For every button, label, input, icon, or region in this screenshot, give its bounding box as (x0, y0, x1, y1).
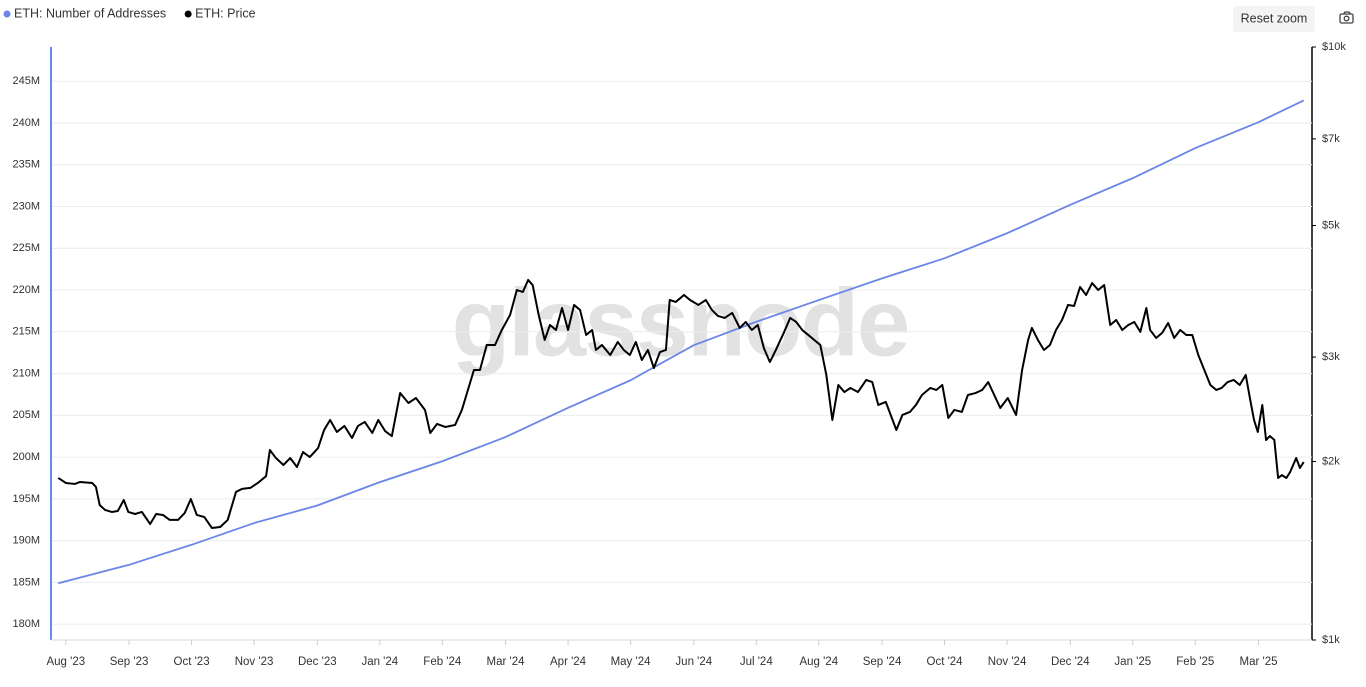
legend-label: ETH: Price (195, 6, 255, 20)
y2-tick-label: $3k (1322, 351, 1340, 363)
y-tick-label: 195M (12, 493, 40, 505)
x-tick-label: Sep '24 (863, 656, 902, 668)
watermark: glassnode (452, 269, 909, 376)
legend-label: ETH: Number of Addresses (14, 6, 166, 20)
y-tick-label: 215M (12, 326, 40, 338)
y-tick-label: 225M (12, 242, 40, 254)
y-tick-label: 205M (12, 409, 40, 421)
x-tick-label: Nov '24 (988, 656, 1027, 668)
y-tick-label: 180M (12, 618, 40, 630)
x-tick-label: Feb '24 (423, 656, 462, 668)
y-tick-label: 245M (12, 75, 40, 87)
y-tick-label: 185M (12, 576, 40, 588)
legend-marker (184, 10, 192, 18)
y-tick-label: 240M (12, 117, 40, 129)
x-tick-label: Dec '23 (298, 656, 337, 668)
x-tick-label: Aug '24 (799, 656, 838, 668)
x-tick-label: Apr '24 (550, 656, 587, 668)
x-tick-label: Jan '25 (1114, 656, 1151, 668)
x-tick-label: Sep '23 (110, 656, 149, 668)
y2-tick-label: $1k (1322, 634, 1340, 646)
x-tick-label: Oct '23 (174, 656, 210, 668)
x-tick-label: May '24 (611, 656, 652, 668)
x-tick-label: Mar '25 (1240, 656, 1278, 668)
x-tick-label: Jan '24 (361, 656, 398, 668)
legend: ETH: Number of Addresses ETH: Price (3, 6, 256, 20)
reset-zoom-button[interactable] (1233, 6, 1315, 32)
x-tick-label: Mar '24 (487, 656, 526, 668)
x-tick-label: Nov '23 (235, 656, 274, 668)
y-tick-label: 230M (12, 200, 40, 212)
x-tick-label: Dec '24 (1051, 656, 1090, 668)
x-tick-label: Aug '23 (46, 656, 85, 668)
y-tick-label: 200M (12, 451, 40, 463)
series-line (58, 99, 1305, 585)
series-line (57, 278, 1305, 529)
y-tick-label: 220M (12, 284, 40, 296)
y2-tick-label: $7k (1322, 133, 1340, 145)
x-tick-label: Jul '24 (740, 656, 773, 668)
y2-tick-label: $10k (1322, 41, 1346, 53)
y-tick-label: 210M (12, 367, 40, 379)
reset-zoom-label[interactable]: Reset zoom (1241, 11, 1308, 25)
x-tick-label: Oct '24 (927, 656, 964, 668)
y2-tick-label: $5k (1322, 219, 1340, 231)
y-tick-label: 235M (12, 159, 40, 171)
y2-tick-label: $2k (1322, 455, 1340, 467)
y-tick-label: 190M (12, 535, 40, 547)
x-tick-label: Feb '25 (1176, 656, 1214, 668)
legend-marker (3, 10, 11, 18)
x-tick-label: Jun '24 (675, 656, 712, 668)
camera-icon[interactable] (1339, 11, 1354, 24)
